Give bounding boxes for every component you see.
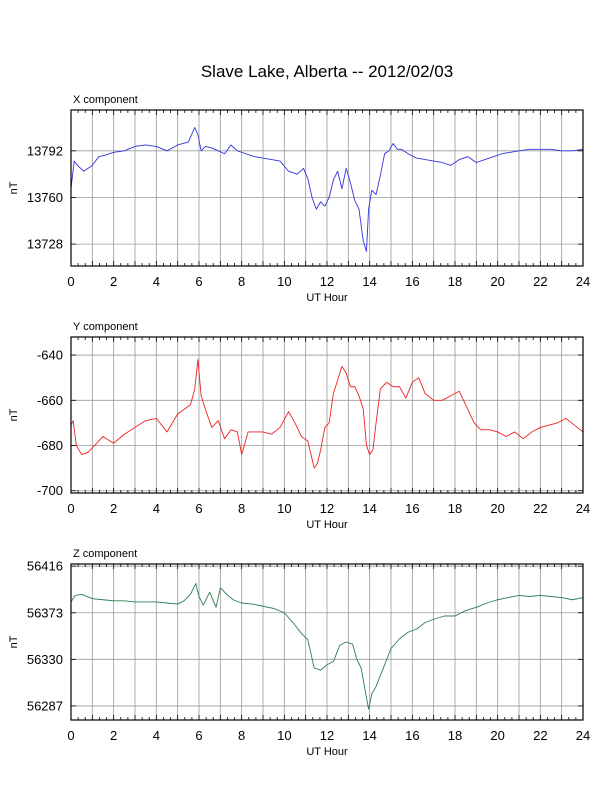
x-tick-label: 8 <box>238 728 245 743</box>
x-tick-label: 6 <box>195 501 202 516</box>
y-axis-label: nT <box>8 408 20 421</box>
x-tick-label: 14 <box>362 728 376 743</box>
x-tick-label: 18 <box>448 501 462 516</box>
x-axis-label: UT Hour <box>306 519 348 531</box>
x-tick-label: 2 <box>110 501 117 516</box>
x-tick-label: 0 <box>67 501 74 516</box>
x-tick-label: 0 <box>67 728 74 743</box>
x-tick-label: 6 <box>195 274 202 289</box>
y-tick-label: 13792 <box>27 143 63 158</box>
x-tick-label: 4 <box>153 728 160 743</box>
x-tick-label: 14 <box>362 274 376 289</box>
x-tick-label: 12 <box>320 728 334 743</box>
x-tick-label: 4 <box>153 501 160 516</box>
x-tick-label: 12 <box>320 501 334 516</box>
y-tick-label: -660 <box>37 393 63 408</box>
y-tick-label: -640 <box>37 348 63 363</box>
series-line-1 <box>70 359 584 469</box>
series-line-1 <box>70 583 584 710</box>
x-tick-label: 16 <box>405 728 419 743</box>
x-tick-label: 24 <box>576 274 590 289</box>
x-tick-label: 12 <box>320 274 334 289</box>
y-tick-label: 13760 <box>27 190 63 205</box>
y-tick-label: 13728 <box>27 237 63 252</box>
x-axis-label: UT Hour <box>306 292 348 304</box>
x-tick-label: 18 <box>448 728 462 743</box>
x-tick-label: 20 <box>490 501 504 516</box>
x-tick-label: 16 <box>405 501 419 516</box>
x-tick-label: 14 <box>362 501 376 516</box>
panel-label: Z component <box>73 548 137 560</box>
y-tick-label: -700 <box>37 483 63 498</box>
x-tick-label: 2 <box>110 728 117 743</box>
x-tick-label: 10 <box>277 728 291 743</box>
series-line-1 <box>70 127 584 252</box>
x-tick-label: 10 <box>277 274 291 289</box>
panel-label: Y component <box>73 321 138 333</box>
y-tick-label: 56416 <box>27 559 63 574</box>
y-tick-label: 56373 <box>27 605 63 620</box>
y-axis-label: nT <box>8 181 20 194</box>
x-tick-label: 0 <box>67 274 74 289</box>
chart-title: Slave Lake, Alberta -- 2012/02/03 <box>201 62 453 81</box>
x-tick-label: 8 <box>238 274 245 289</box>
y-tick-label: 56330 <box>27 652 63 667</box>
x-tick-label: 16 <box>405 274 419 289</box>
y-tick-label: -680 <box>37 438 63 453</box>
x-tick-label: 20 <box>490 274 504 289</box>
x-tick-label: 2 <box>110 274 117 289</box>
x-tick-label: 24 <box>576 501 590 516</box>
x-axis-label: UT Hour <box>306 746 348 758</box>
x-tick-label: 24 <box>576 728 590 743</box>
x-tick-label: 6 <box>195 728 202 743</box>
x-tick-label: 22 <box>533 728 547 743</box>
x-tick-label: 20 <box>490 728 504 743</box>
x-tick-label: 10 <box>277 501 291 516</box>
x-tick-label: 22 <box>533 274 547 289</box>
panel-label: X component <box>73 94 138 106</box>
panel-3: 0 2 4 6 8 10 12 14 16 18 20 22 245628756330563735641… <box>8 548 590 758</box>
y-axis-label: nT <box>8 635 20 648</box>
x-tick-label: 8 <box>238 501 245 516</box>
x-tick-label: 22 <box>533 501 547 516</box>
y-tick-label: 56287 <box>27 698 63 713</box>
x-tick-label: 4 <box>153 274 160 289</box>
x-tick-label: 18 <box>448 274 462 289</box>
